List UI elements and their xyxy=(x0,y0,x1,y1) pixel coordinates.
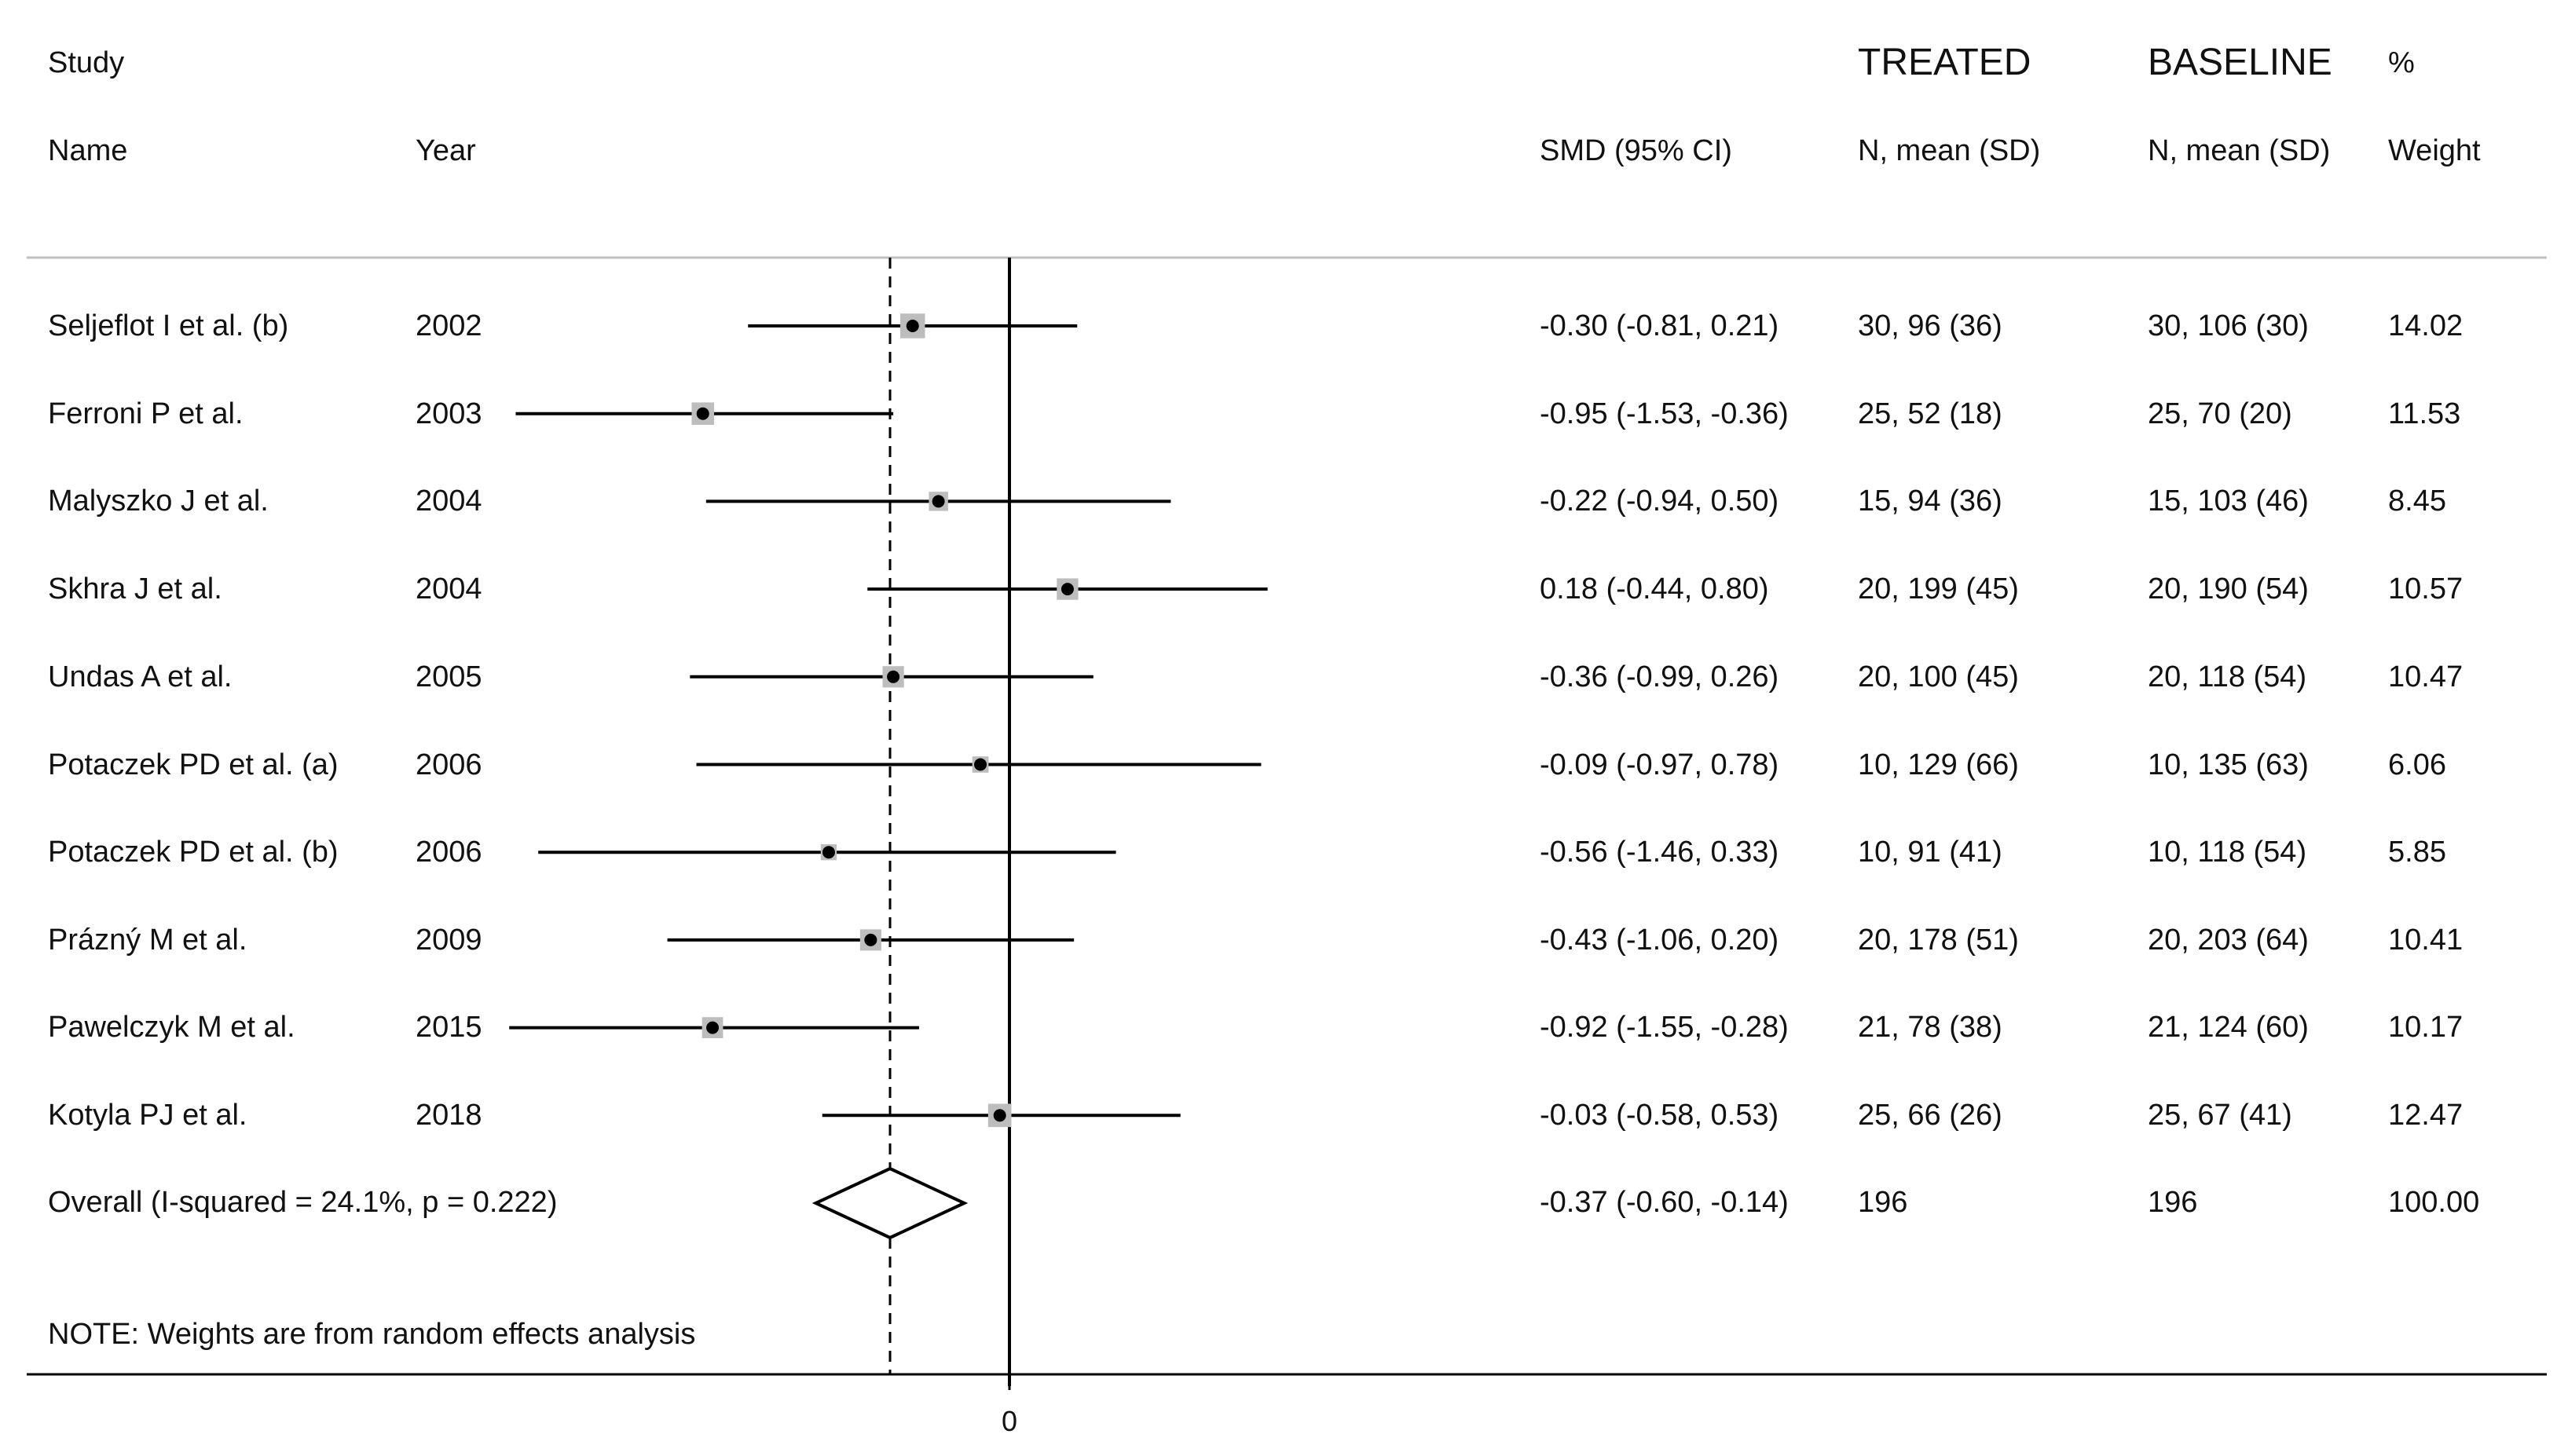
study-treated: 30, 96 (36) xyxy=(1858,309,2002,342)
study-year: 2003 xyxy=(416,397,482,430)
overall-baseline: 196 xyxy=(2148,1186,2198,1219)
study-weight: 12.47 xyxy=(2388,1099,2464,1132)
study-ci: -0.95 (-1.53, -0.36) xyxy=(1540,397,1789,430)
x-tick-label: 0 xyxy=(1002,1405,1017,1437)
study-baseline: 10, 118 (54) xyxy=(2148,836,2307,869)
study-ci: -0.36 (-0.99, 0.26) xyxy=(1540,660,1779,693)
study-ci: -0.09 (-0.97, 0.78) xyxy=(1540,748,1779,781)
study-treated: 20, 100 (45) xyxy=(1858,660,2019,693)
study-name: Ferroni P et al. xyxy=(48,397,244,430)
study-weight: 10.57 xyxy=(2388,573,2464,605)
study-weight: 10.17 xyxy=(2388,1011,2464,1044)
study-weight: 11.53 xyxy=(2388,397,2461,430)
header-year: Year xyxy=(416,134,476,167)
point-estimate xyxy=(993,1109,1006,1122)
study-baseline: 25, 70 (20) xyxy=(2148,397,2292,430)
study-name: Seljeflot I et al. (b) xyxy=(48,309,289,342)
study-ci: -0.92 (-1.55, -0.28) xyxy=(1540,1011,1789,1044)
study-treated: 25, 66 (26) xyxy=(1858,1099,2002,1132)
study-weight: 8.45 xyxy=(2388,485,2446,518)
study-year: 2004 xyxy=(416,485,482,518)
study-ci: -0.43 (-1.06, 0.20) xyxy=(1540,924,1779,957)
study-name: Potaczek PD et al. (b) xyxy=(48,836,339,869)
study-baseline: 25, 67 (41) xyxy=(2148,1099,2292,1132)
study-name: Prázný M et al. xyxy=(48,924,247,957)
point-estimate xyxy=(906,320,919,332)
study-year: 2002 xyxy=(416,309,482,342)
overall-weight: 100.00 xyxy=(2388,1186,2480,1219)
study-name: Pawelczyk M et al. xyxy=(48,1011,295,1044)
header-smd: SMD (95% CI) xyxy=(1540,134,1732,167)
study-year: 2005 xyxy=(416,660,482,693)
point-estimate xyxy=(974,758,987,771)
study-baseline: 15, 103 (46) xyxy=(2148,485,2309,518)
study-treated: 25, 52 (18) xyxy=(1858,397,2002,430)
study-year: 2004 xyxy=(416,573,482,605)
study-treated: 10, 129 (66) xyxy=(1858,748,2019,781)
point-estimate xyxy=(887,670,900,683)
study-year: 2015 xyxy=(416,1011,482,1044)
header-treated-sub: N, mean (SD) xyxy=(1858,134,2041,167)
study-baseline: 21, 124 (60) xyxy=(2148,1011,2309,1044)
study-baseline: 30, 106 (30) xyxy=(2148,309,2309,342)
header-study: Study xyxy=(48,46,125,79)
study-treated: 15, 94 (36) xyxy=(1858,485,2002,518)
study-weight: 5.85 xyxy=(2388,836,2446,869)
study-weight: 10.47 xyxy=(2388,660,2464,693)
study-name: Potaczek PD et al. (a) xyxy=(48,748,339,781)
study-treated: 21, 78 (38) xyxy=(1858,1011,2002,1044)
study-ci: -0.22 (-0.94, 0.50) xyxy=(1540,485,1779,518)
study-ci: 0.18 (-0.44, 0.80) xyxy=(1540,573,1769,605)
overall-label: Overall (I-squared = 24.1%, p = 0.222) xyxy=(48,1186,558,1219)
study-treated: 20, 178 (51) xyxy=(1858,924,2019,957)
point-estimate xyxy=(706,1021,720,1034)
study-year: 2009 xyxy=(416,924,482,957)
header-name: Name xyxy=(48,134,128,167)
point-estimate xyxy=(822,846,835,859)
overall-diamond xyxy=(811,1166,969,1240)
point-estimate xyxy=(696,407,709,420)
header-treated: TREATED xyxy=(1858,42,2031,83)
weights-note: NOTE: Weights are from random effects an… xyxy=(48,1318,696,1351)
header-baseline-sub: N, mean (SD) xyxy=(2148,134,2331,167)
point-estimate xyxy=(932,495,945,508)
study-name: Kotyla PJ et al. xyxy=(48,1099,247,1132)
study-name: Undas A et al. xyxy=(48,660,233,693)
study-year: 2006 xyxy=(416,836,482,869)
study-baseline: 20, 203 (64) xyxy=(2148,924,2309,957)
study-baseline: 20, 118 (54) xyxy=(2148,660,2307,693)
study-weight: 14.02 xyxy=(2388,309,2464,342)
header-percent: % xyxy=(2388,46,2415,79)
study-weight: 10.41 xyxy=(2388,924,2464,957)
header-baseline: BASELINE xyxy=(2148,42,2332,83)
study-weight: 6.06 xyxy=(2388,748,2446,781)
point-estimate xyxy=(1061,583,1074,596)
study-name: Malyszko J et al. xyxy=(48,485,269,518)
study-ci: -0.56 (-1.46, 0.33) xyxy=(1540,836,1779,869)
study-ci: -0.30 (-0.81, 0.21) xyxy=(1540,309,1779,342)
study-ci: -0.03 (-0.58, 0.53) xyxy=(1540,1099,1779,1132)
point-estimate xyxy=(864,933,877,946)
study-name: Skhra J et al. xyxy=(48,573,222,605)
study-baseline: 20, 190 (54) xyxy=(2148,573,2309,605)
overall-treated: 196 xyxy=(1858,1186,1908,1219)
study-treated: 20, 199 (45) xyxy=(1858,573,2019,605)
study-treated: 10, 91 (41) xyxy=(1858,836,2002,869)
study-year: 2018 xyxy=(416,1099,482,1132)
study-year: 2006 xyxy=(416,748,482,781)
header-weight: Weight xyxy=(2388,134,2481,167)
overall-ci: -0.37 (-0.60, -0.14) xyxy=(1540,1186,1789,1219)
study-baseline: 10, 135 (63) xyxy=(2148,748,2309,781)
